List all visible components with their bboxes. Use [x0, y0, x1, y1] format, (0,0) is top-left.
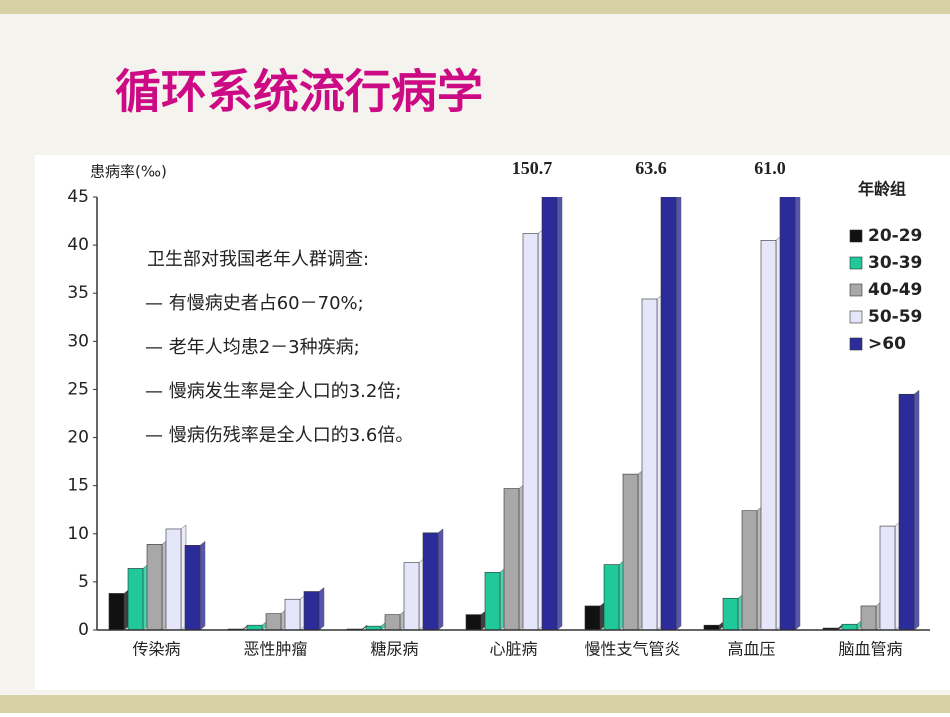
bar — [741, 510, 758, 631]
y-tick-label: 0 — [78, 620, 89, 640]
legend-swatch — [849, 283, 863, 297]
bar — [384, 614, 401, 631]
bar — [108, 593, 125, 631]
bar — [184, 545, 201, 631]
bar-side — [437, 528, 444, 631]
legend-title: 年龄组 — [858, 180, 906, 199]
bar — [403, 562, 420, 631]
value-label: 61.0 — [754, 158, 786, 178]
legend-swatch — [849, 310, 863, 324]
x-tick-label: 恶性肿瘤 — [243, 640, 307, 659]
value-label: 150.7 — [512, 158, 553, 178]
annotation: 卫生部对我国老年人群调查: — [147, 249, 369, 270]
bar-side — [318, 586, 325, 631]
bar — [622, 473, 639, 631]
annotation: — 有慢病史者占60－70%; — [145, 293, 364, 314]
y-axis-label: 患病率(‰) — [90, 163, 167, 181]
x-tick-label: 传染病 — [132, 640, 180, 659]
legend-label: 40-49 — [868, 280, 922, 300]
y-tick-label: 15 — [67, 476, 89, 496]
y-tick-label: 20 — [67, 428, 89, 448]
bar — [584, 605, 601, 631]
y-tick-label: 35 — [67, 283, 89, 303]
legend-swatch — [849, 256, 863, 270]
bar — [127, 568, 144, 631]
y-tick-label: 45 — [67, 187, 89, 207]
legend-label: 20-29 — [868, 226, 922, 246]
legend-swatch — [849, 229, 863, 243]
bar — [465, 614, 482, 631]
x-tick-label: 心脏病 — [489, 640, 537, 659]
legend-label: 50-59 — [868, 307, 922, 327]
bar — [303, 591, 320, 631]
bottom-band — [0, 695, 950, 713]
top-band — [0, 0, 950, 14]
bar-side — [199, 540, 206, 631]
x-tick-label: 高血压 — [727, 640, 775, 659]
bar — [760, 240, 777, 631]
bar — [165, 528, 182, 631]
y-tick-label: 25 — [67, 379, 89, 399]
x-tick-label: 脑血管病 — [838, 640, 902, 659]
value-label: 63.6 — [635, 158, 667, 178]
bar — [484, 571, 501, 631]
slide-title: 循环系统流行病学 — [115, 65, 483, 119]
bar — [722, 597, 739, 631]
x-tick-label: 慢性支气管炎 — [584, 640, 680, 659]
bar — [422, 532, 439, 631]
bar-side — [556, 197, 563, 631]
y-tick-label: 5 — [78, 572, 89, 592]
bar — [265, 613, 282, 631]
annotation: — 慢病发生率是全人口的3.2倍; — [145, 381, 401, 402]
bar — [841, 623, 858, 631]
bar — [879, 525, 896, 631]
bar — [641, 298, 658, 631]
bar-side — [913, 389, 920, 631]
y-tick-label: 30 — [67, 331, 89, 351]
annotation: — 老年人均患2－3种疾病; — [145, 337, 360, 358]
bar — [146, 544, 163, 631]
annotation: — 慢病伤残率是全人口的3.6倍。 — [145, 425, 413, 446]
bar — [603, 564, 620, 631]
legend-label: 30-39 — [868, 253, 922, 273]
bar — [503, 488, 520, 631]
x-tick-label: 糖尿病 — [370, 640, 418, 659]
legend-swatch — [849, 337, 863, 351]
bar — [284, 598, 301, 631]
bar — [898, 393, 915, 631]
bar — [860, 605, 877, 631]
y-tick-label: 10 — [67, 524, 89, 544]
y-tick-label: 40 — [67, 235, 89, 255]
bar — [522, 233, 539, 631]
legend-label: >60 — [868, 334, 906, 354]
bars — [108, 197, 920, 631]
